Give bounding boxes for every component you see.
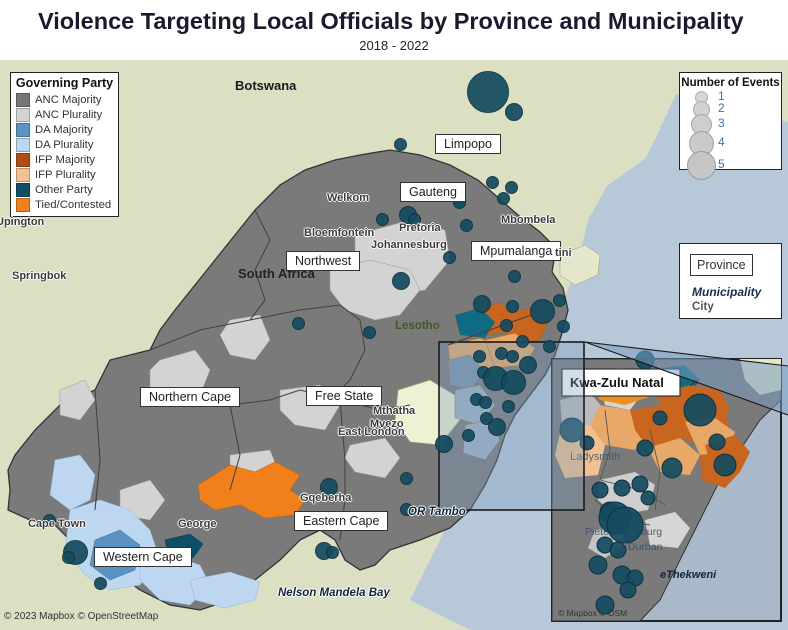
svg-text:eThekweni: eThekweni <box>660 569 717 581</box>
svg-text:© Mapbox © OSM: © Mapbox © OSM <box>558 608 627 618</box>
svg-text:Durban: Durban <box>628 541 663 553</box>
